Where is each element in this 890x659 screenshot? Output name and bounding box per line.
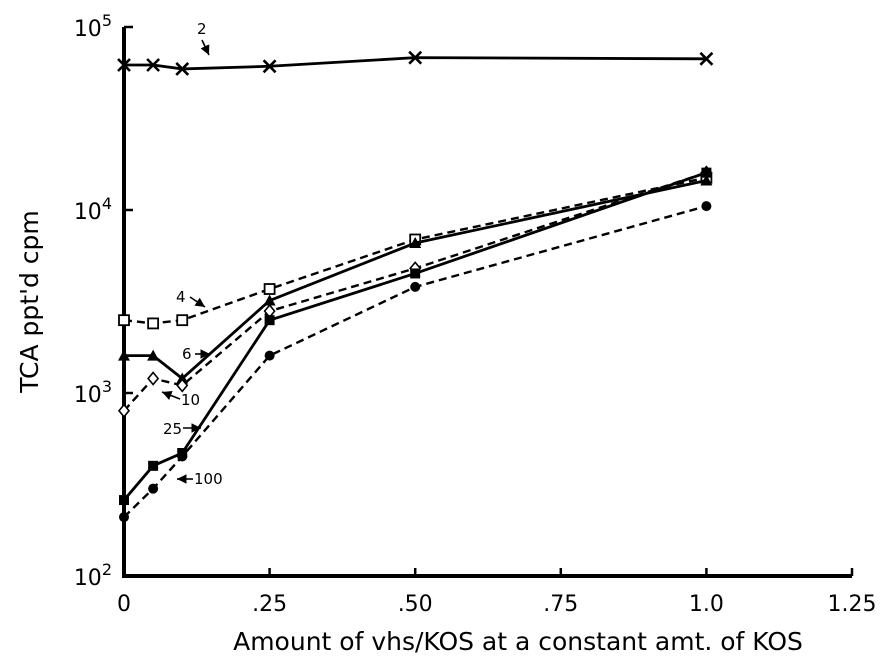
series-line <box>123 204 707 518</box>
series-line <box>122 171 707 501</box>
data-point <box>410 281 421 292</box>
data-point <box>148 460 159 471</box>
y-tick-label: 102 <box>74 560 112 591</box>
x-tick-label: 0 <box>117 592 131 617</box>
series-line <box>124 56 707 71</box>
annotation-arrow <box>161 391 181 400</box>
axes <box>122 27 852 578</box>
data-point <box>117 58 131 72</box>
data-point <box>263 294 276 306</box>
data-point <box>410 268 421 279</box>
data-point <box>147 317 160 330</box>
annotation-arrow <box>200 39 210 56</box>
annotation-10: 10 <box>161 391 200 409</box>
series-line <box>123 171 707 412</box>
y-tick-label-exponent: 5 <box>102 11 112 30</box>
y-tick-label-base: 10 <box>74 566 102 591</box>
annotation-layer: 2 4 6 10 25 100 <box>161 20 223 488</box>
y-tick-label: 103 <box>74 377 112 408</box>
x-axis-title: Amount of vhs/KOS at a constant amt. of … <box>233 627 803 656</box>
data-point <box>176 372 189 384</box>
data-point <box>699 51 714 66</box>
series-layer <box>117 50 714 523</box>
data-point <box>177 451 188 462</box>
series-25 <box>119 167 712 506</box>
y-tick-label-base: 10 <box>74 17 102 42</box>
series-line <box>123 176 707 325</box>
data-point <box>701 167 712 178</box>
data-point <box>118 349 130 361</box>
annotation-2: 2 <box>197 20 210 56</box>
x-tick-label: .50 <box>398 592 433 617</box>
data-point <box>409 237 422 249</box>
data-point <box>264 315 275 326</box>
annotation-label: 6 <box>182 345 192 363</box>
annotation-25: 25 <box>163 420 201 438</box>
data-point <box>176 314 189 327</box>
annotation-label: 2 <box>197 20 207 38</box>
data-point <box>119 495 129 506</box>
axis-frame <box>122 27 852 578</box>
annotation-label: 25 <box>163 420 182 438</box>
annotation-label: 4 <box>176 288 186 306</box>
y-tick-label-exponent: 4 <box>102 194 112 213</box>
y-axis-title: TCA ppt'd cpm <box>15 210 44 394</box>
series-2 <box>117 50 714 76</box>
data-point <box>147 349 160 361</box>
data-point <box>119 512 129 523</box>
y-tick-label-base: 10 <box>74 383 102 408</box>
x-tick-label: .25 <box>252 592 287 617</box>
x-tick-label: .75 <box>543 592 578 617</box>
data-point <box>176 378 189 393</box>
series-100 <box>119 201 712 523</box>
y-tick-label: 105 <box>74 11 112 42</box>
data-point <box>408 50 423 65</box>
y-tick-label: 104 <box>74 194 112 225</box>
series-6 <box>118 174 713 384</box>
y-tick-label-exponent: 3 <box>102 377 112 396</box>
annotation-100: 100 <box>177 470 223 488</box>
data-point <box>117 403 131 418</box>
x-tick-label: 1.25 <box>828 592 877 617</box>
y-tick-label-exponent: 2 <box>102 560 112 579</box>
x-tick-label: 1.0 <box>689 592 724 617</box>
data-point <box>118 314 130 327</box>
series-line <box>124 179 707 381</box>
data-point <box>700 174 713 186</box>
data-point <box>701 201 712 212</box>
annotation-6: 6 <box>182 345 210 363</box>
data-point <box>263 283 276 295</box>
data-point <box>147 371 160 386</box>
annotation-label: 10 <box>181 391 200 409</box>
annotation-4: 4 <box>176 288 206 308</box>
data-point <box>148 483 159 494</box>
series-4 <box>118 171 713 330</box>
annotation-label: 100 <box>194 470 223 488</box>
data-point <box>264 350 275 361</box>
y-tick-label-base: 10 <box>74 200 102 225</box>
data-point <box>146 58 161 72</box>
data-point <box>262 59 277 74</box>
data-point <box>175 62 190 76</box>
annotation-arrow <box>189 296 206 308</box>
